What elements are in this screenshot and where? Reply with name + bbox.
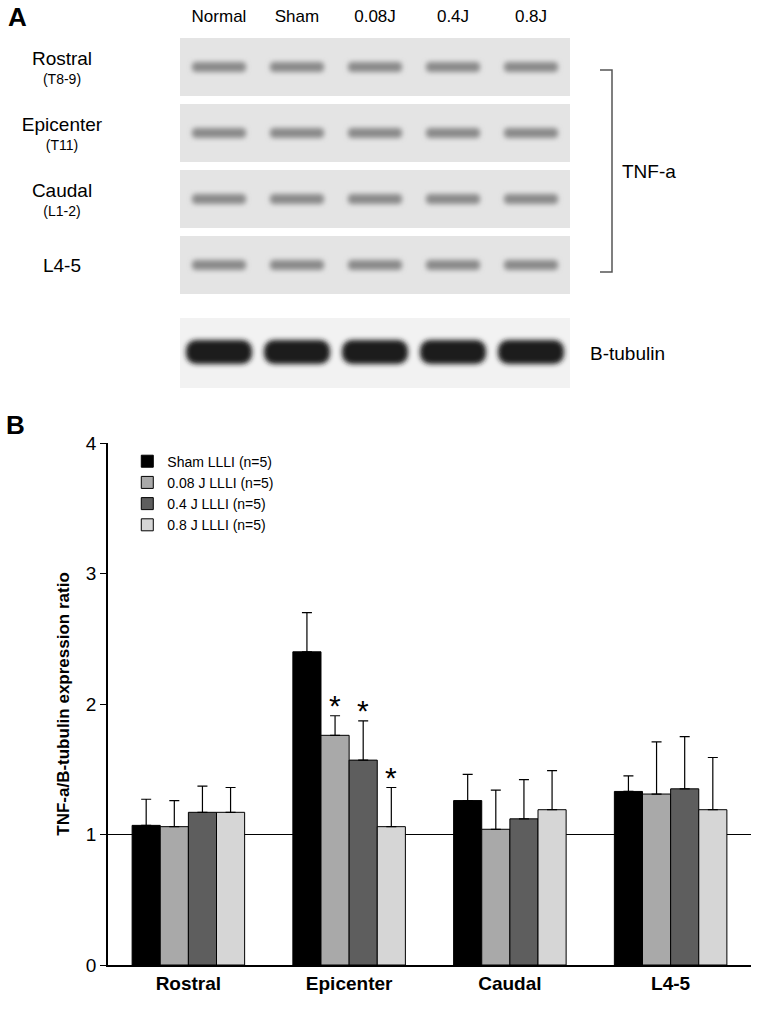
svg-text:Rostral: Rostral — [156, 973, 221, 994]
svg-text:3: 3 — [86, 563, 97, 584]
svg-text:1: 1 — [86, 824, 97, 845]
svg-text:Sham: Sham — [275, 7, 319, 26]
svg-text:B-tubulin: B-tubulin — [590, 343, 665, 364]
svg-text:*: * — [357, 694, 369, 727]
svg-text:L4-5: L4-5 — [43, 255, 81, 276]
svg-text:0.08J: 0.08J — [354, 7, 396, 26]
svg-text:4: 4 — [86, 433, 97, 454]
svg-text:0: 0 — [86, 955, 97, 976]
svg-text:(T8-9): (T8-9) — [43, 71, 81, 87]
svg-text:0.4J: 0.4J — [437, 7, 469, 26]
svg-text:Normal: Normal — [192, 7, 247, 26]
svg-text:TNF-a/B-tubulin expression rat: TNF-a/B-tubulin expression ratio — [54, 572, 73, 836]
svg-text:Caudal: Caudal — [478, 973, 541, 994]
svg-text:L4-5: L4-5 — [651, 973, 691, 994]
svg-text:Epicenter: Epicenter — [22, 114, 103, 135]
svg-text:Epicenter: Epicenter — [306, 973, 393, 994]
svg-text:0.4 J LLLI (n=5): 0.4 J LLLI (n=5) — [167, 496, 265, 512]
svg-text:0.8J: 0.8J — [515, 7, 547, 26]
html-text:B: B — [6, 410, 25, 440]
svg-text:TNF-a: TNF-a — [622, 161, 676, 182]
svg-text:Rostral: Rostral — [32, 48, 92, 69]
svg-text:A: A — [8, 2, 27, 32]
svg-text:Caudal: Caudal — [32, 180, 92, 201]
svg-text:(T11): (T11) — [46, 137, 78, 153]
svg-text:*: * — [329, 689, 341, 722]
svg-text:2: 2 — [86, 694, 97, 715]
svg-text:(L1-2): (L1-2) — [43, 203, 80, 219]
svg-text:0.08 J LLLI (n=5): 0.08 J LLLI (n=5) — [167, 475, 273, 491]
svg-text:Sham LLLI (n=5): Sham LLLI (n=5) — [167, 454, 272, 470]
svg-text:0.8 J LLLI (n=5): 0.8 J LLLI (n=5) — [167, 517, 265, 533]
svg-text:*: * — [385, 761, 397, 794]
